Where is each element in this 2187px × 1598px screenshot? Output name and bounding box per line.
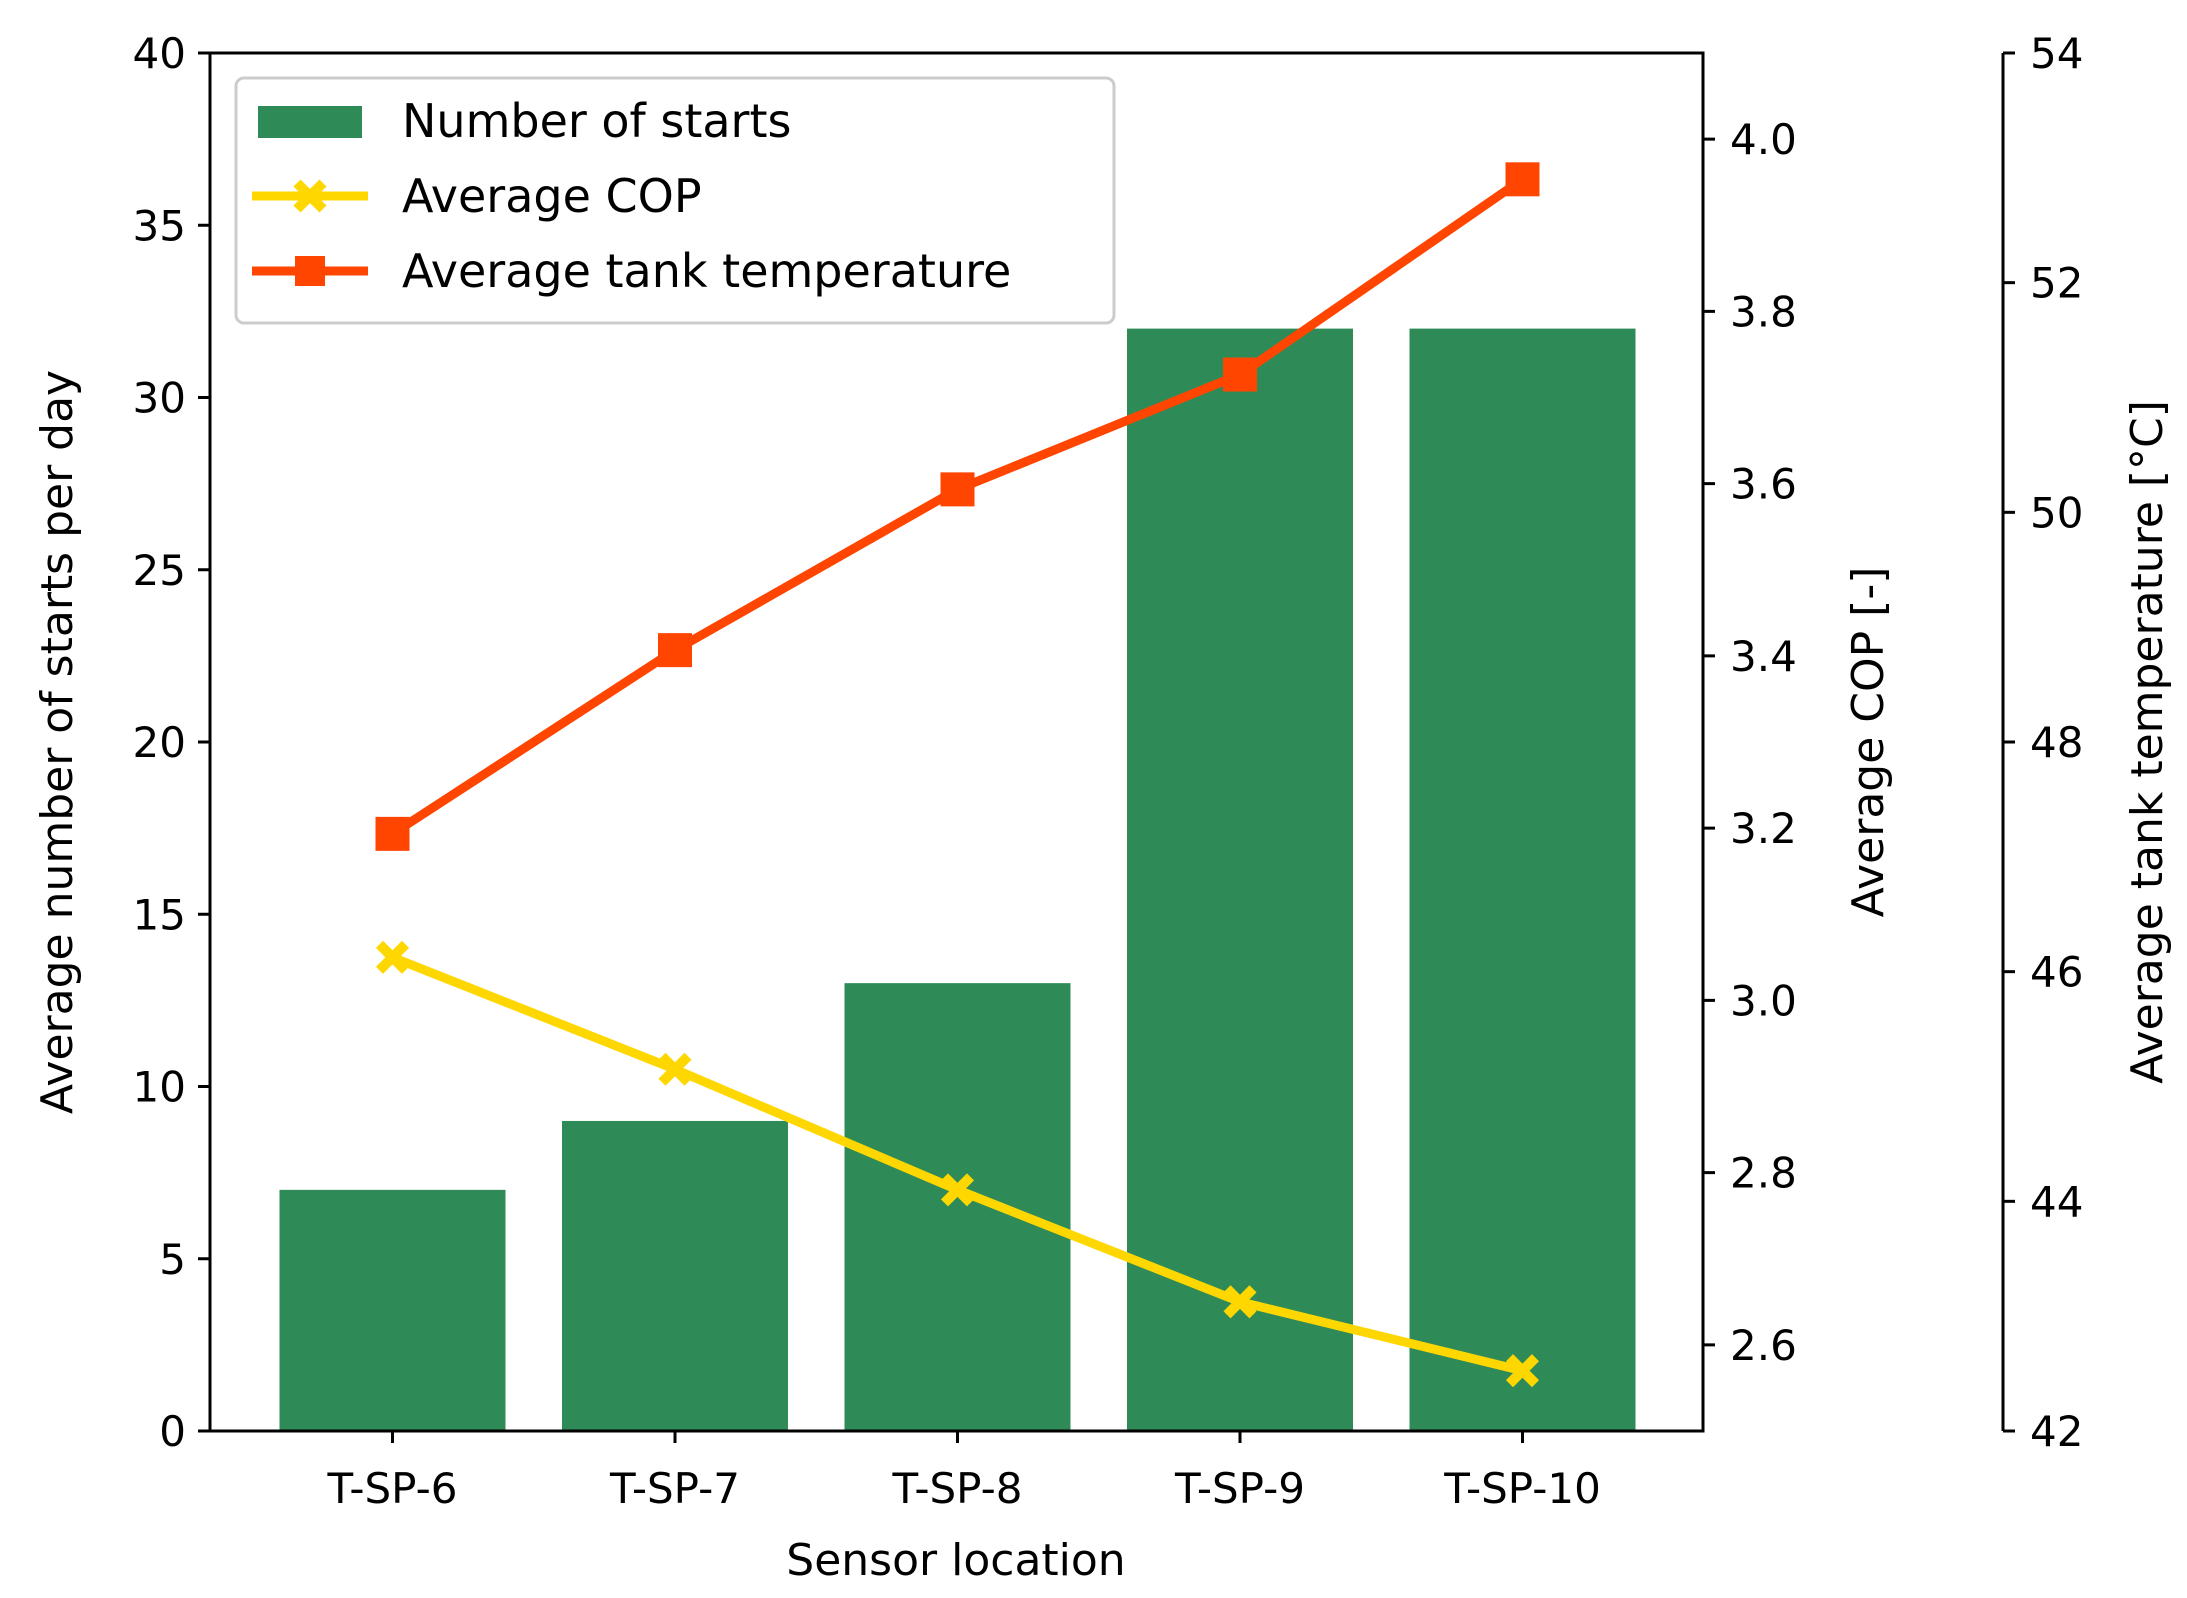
right1-tick-label: 2.8 xyxy=(1730,1149,1797,1198)
legend-x-marker xyxy=(293,179,327,213)
legend-label-cop: Average COP xyxy=(402,169,702,223)
right2-tick-label: 44 xyxy=(2030,1177,2083,1226)
x-axis-label: Sensor location xyxy=(786,1535,1125,1586)
cop-point-t-sp-6 xyxy=(375,940,410,974)
legend-marker-tank-temperature xyxy=(295,256,325,286)
right1-tick-label: 3.4 xyxy=(1730,632,1797,681)
legend-label-tank-temperature: Average tank temperature xyxy=(402,244,1011,298)
x-tick-label: T-SP-10 xyxy=(1443,1464,1601,1513)
right2-tick-label: 46 xyxy=(2030,948,2083,997)
x-tick-label: T-SP-6 xyxy=(327,1464,458,1513)
right1-tick-label: 2.6 xyxy=(1730,1321,1797,1370)
x-tick-label: T-SP-8 xyxy=(892,1464,1023,1513)
cop-point-t-sp-7 xyxy=(658,1052,692,1086)
left-axis-label: Average number of starts per day xyxy=(32,370,83,1114)
bar-t-sp-7 xyxy=(562,1120,788,1431)
bar-t-sp-8 xyxy=(844,983,1071,1431)
left-tick-label: 5 xyxy=(159,1235,186,1284)
cop-axis-ticks: 2.6 2.8 3.0 3.2 3.4 3.6 3.8 4.0 xyxy=(1703,115,1797,1370)
tank-temperature-point-t-sp-7 xyxy=(658,633,692,668)
x-tick-label: T-SP-9 xyxy=(1174,1464,1305,1513)
legend: Number of starts Average COP Average tan… xyxy=(234,76,1116,325)
right2-tick-label: 54 xyxy=(2030,29,2083,78)
tank-temperature-point-t-sp-8 xyxy=(940,472,975,507)
right1-tick-label: 3.8 xyxy=(1730,287,1797,336)
left-tick-label: 25 xyxy=(133,546,186,595)
legend-box xyxy=(234,76,1116,325)
tank-temperature-point-t-sp-10 xyxy=(1505,162,1540,197)
right2-tick-label: 50 xyxy=(2030,488,2083,537)
right2-tick-label: 42 xyxy=(2030,1407,2083,1456)
legend-marker-cop xyxy=(293,179,327,213)
right1-tick-label: 4.0 xyxy=(1730,115,1797,164)
bar-series xyxy=(279,328,1636,1432)
left-tick-label: 15 xyxy=(133,890,186,939)
cop-point-t-sp-8 xyxy=(940,1173,975,1207)
left-tick-label: 40 xyxy=(133,29,186,78)
line-series xyxy=(375,162,1540,1388)
tank-temperature-point-t-sp-9 xyxy=(1223,357,1257,392)
left-tick-label: 30 xyxy=(133,374,186,423)
bar-t-sp-10 xyxy=(1409,328,1636,1432)
right1-tick-label: 3.2 xyxy=(1730,804,1797,853)
x-axis-ticks: T-SP-6 T-SP-7 T-SP-8 T-SP-9 T-SP-10 xyxy=(327,1431,1601,1513)
legend-swatch-starts xyxy=(258,106,362,138)
left-tick-label: 0 xyxy=(159,1407,186,1456)
right2-tick-label: 48 xyxy=(2030,718,2083,767)
bar-t-sp-9 xyxy=(1127,328,1353,1432)
cop-point-t-sp-10 xyxy=(1505,1354,1540,1388)
legend-label-starts: Number of starts xyxy=(402,94,791,148)
right1-tick-label: 3.6 xyxy=(1730,460,1797,509)
left-tick-label: 20 xyxy=(133,718,186,767)
bar-t-sp-6 xyxy=(279,1189,506,1431)
left-tick-label: 10 xyxy=(133,1063,186,1112)
cop-axis-label: Average COP [-] xyxy=(1843,567,1894,918)
tank-temperature-axis-ticks: 42 44 46 48 50 52 54 xyxy=(2003,29,2083,1456)
right1-tick-label: 3.0 xyxy=(1730,976,1797,1025)
tank-temperature-point-t-sp-6 xyxy=(375,816,410,851)
tank-temperature-axis-label: Average tank temperature [°C] xyxy=(2122,400,2173,1084)
left-tick-label: 35 xyxy=(133,201,186,250)
cop-point-t-sp-9 xyxy=(1223,1285,1257,1319)
left-axis-ticks: 0 5 10 15 20 25 30 35 40 xyxy=(133,29,210,1456)
right2-tick-label: 52 xyxy=(2030,259,2083,308)
x-tick-label: T-SP-7 xyxy=(609,1464,740,1513)
